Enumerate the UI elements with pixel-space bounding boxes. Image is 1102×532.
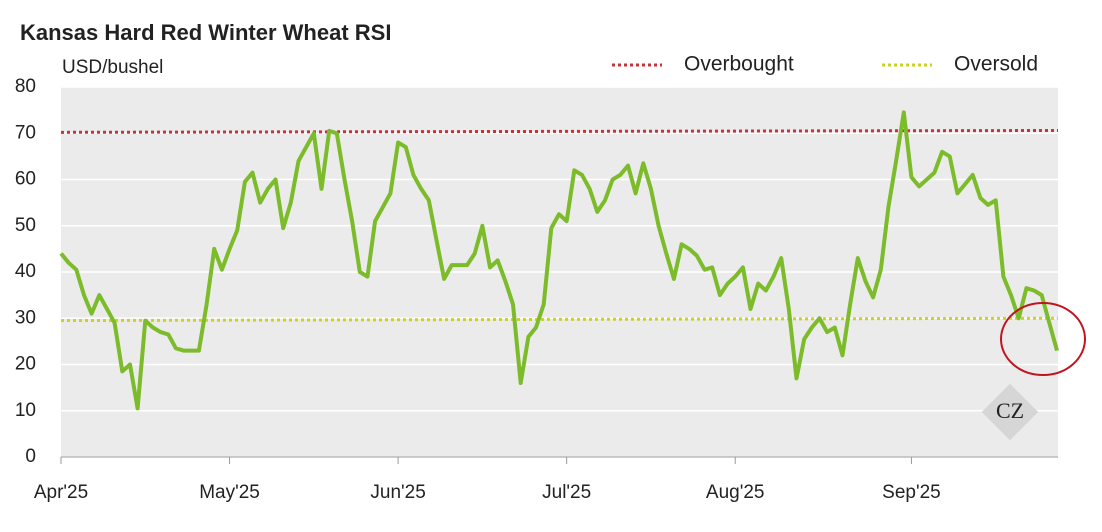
x-tick-label: May'25 xyxy=(199,482,260,503)
y-axis-label: USD/bushel xyxy=(62,57,163,78)
legend-label: Overbought xyxy=(684,53,794,76)
x-tick-label: Jul'25 xyxy=(542,482,591,503)
y-tick-label: 40 xyxy=(15,261,36,282)
reference-line xyxy=(60,316,1059,323)
y-tick-label: 50 xyxy=(15,215,36,236)
y-tick-label: 70 xyxy=(15,122,36,143)
highlight-circle xyxy=(1000,302,1086,376)
rsi-line xyxy=(59,110,1059,411)
x-tick-label: Aug'25 xyxy=(706,482,765,503)
y-tick-label: 60 xyxy=(15,169,36,190)
x-tick-label: Apr'25 xyxy=(34,482,88,503)
y-tick-label: 20 xyxy=(15,354,36,375)
y-tick-label: 80 xyxy=(15,76,36,97)
y-tick-label: 0 xyxy=(25,446,36,467)
x-tick-label: Jun'25 xyxy=(370,482,425,503)
x-tick-label: Sep'25 xyxy=(882,482,941,503)
reference-line xyxy=(60,128,1059,134)
y-tick-label: 10 xyxy=(15,400,36,421)
plot: 0 10 20 30 40 50 60 70 80 Apr'25 May'25 Jun'25 Jul'2… xyxy=(15,76,1059,503)
chart-title: Kansas Hard Red Winter Wheat RSI xyxy=(20,20,391,45)
y-tick-label: 30 xyxy=(15,307,36,328)
legend-label: Oversold xyxy=(954,53,1038,76)
watermark-text: CZ xyxy=(996,398,1024,423)
